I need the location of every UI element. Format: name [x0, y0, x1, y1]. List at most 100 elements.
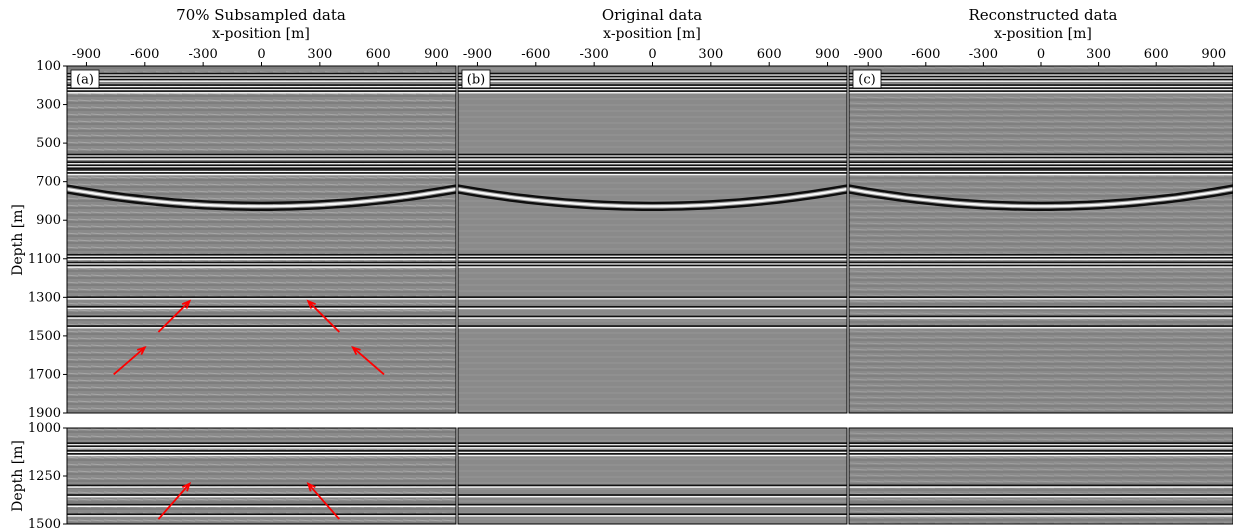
- reflector-dark: [849, 167, 1233, 169]
- reflector-bright: [458, 77, 847, 79]
- reflector-bright: [458, 80, 847, 82]
- reflector-dark: [458, 156, 847, 159]
- curved-reflector: [458, 191, 847, 211]
- reflector-bright: [849, 515, 1233, 517]
- x-tick-label: 900: [1201, 47, 1226, 62]
- reflector-dark: [458, 87, 847, 89]
- reflector-dark: [67, 503, 456, 506]
- reflector-dark: [67, 296, 456, 298]
- panel-a-bottom: 1000 1250 1500: [28, 421, 457, 529]
- x-tick-label: -600: [911, 47, 940, 62]
- reflector-bright: [67, 266, 456, 268]
- reflector-bright: [849, 317, 1233, 319]
- reflector-dark: [849, 78, 1233, 81]
- reflector-bright: [458, 505, 847, 507]
- y-tick-label: 1700: [28, 367, 61, 382]
- reflector-dark: [458, 484, 847, 487]
- reflector-dark: [458, 296, 847, 298]
- reflector-dark: [458, 513, 847, 515]
- reflector-dark: [458, 84, 847, 86]
- y-tick-label: 1900: [28, 406, 61, 421]
- panel-c-xlabel: x-position [m]: [994, 26, 1092, 42]
- reflector-bright: [849, 89, 1233, 91]
- reflector-dark: [458, 161, 847, 163]
- x-tick-label: 900: [815, 47, 840, 62]
- seismic-image: [849, 66, 1233, 413]
- reflector-dark: [67, 450, 456, 452]
- reflector-bright: [458, 515, 847, 517]
- reflector-dark: [67, 169, 456, 171]
- reflector-dark: [458, 442, 847, 444]
- reflector-dark: [849, 84, 1233, 86]
- reflector-dark: [849, 453, 1233, 455]
- reflector-bright: [458, 92, 847, 94]
- reflector-dark: [458, 153, 847, 156]
- reflector-bright: [67, 92, 456, 94]
- y-tick-label: 500: [36, 136, 61, 151]
- reflector-dark: [67, 484, 456, 487]
- reflector-dark: [67, 90, 456, 92]
- reflector-bright: [458, 486, 847, 488]
- reflector-bright: [849, 505, 1233, 507]
- reflector-bright: [458, 451, 847, 454]
- panel-b-title: Original data: [602, 6, 702, 24]
- reflector-dark: [849, 503, 1233, 506]
- curved-reflector: [67, 184, 456, 205]
- red-arrow: [157, 481, 192, 520]
- reflector-bright: [67, 451, 456, 454]
- reflector-dark: [458, 315, 847, 318]
- reflector-bright: [67, 155, 456, 157]
- reflector-dark: [67, 442, 456, 444]
- x-tick-label: 300: [307, 47, 332, 62]
- y-tick-label: 100: [36, 59, 61, 74]
- reflector-dark: [849, 513, 1233, 515]
- image-background: [458, 66, 847, 413]
- reflector-bright: [849, 74, 1233, 76]
- reflector-dark: [458, 445, 847, 447]
- reflector-bright: [67, 515, 456, 517]
- reflector-dark: [67, 161, 456, 163]
- y-tick-label: 900: [36, 213, 61, 228]
- reflector-bright: [849, 496, 1233, 498]
- y-tick-label: 700: [36, 175, 61, 190]
- reflector-bright: [849, 444, 1233, 446]
- reflector-dark: [849, 256, 1233, 259]
- reflector-bright: [458, 163, 847, 165]
- reflector-bright: [67, 505, 456, 507]
- seismic-image: [458, 428, 847, 524]
- reflector-dark: [458, 169, 847, 171]
- reflector-dark: [849, 87, 1233, 89]
- arrow-shaft: [157, 483, 191, 520]
- reflector-dark: [849, 261, 1233, 264]
- reflector-dark: [67, 172, 456, 174]
- curved-reflector: [458, 184, 847, 205]
- reflector-bright: [849, 170, 1233, 173]
- y-tick-label: 1300: [28, 290, 61, 305]
- panel-label: (a): [76, 73, 94, 88]
- reflector-bright: [67, 444, 456, 446]
- reflector-dark: [849, 90, 1233, 92]
- reflector-dark: [849, 264, 1233, 267]
- panel-c-bottom: [848, 427, 1233, 525]
- x-tick-label: 900: [424, 47, 449, 62]
- reflector-dark: [458, 264, 847, 267]
- reflector-bright: [67, 77, 456, 79]
- x-tick-label: -600: [130, 47, 159, 62]
- y-tick-label: 1100: [28, 252, 61, 267]
- reflector-dark: [849, 75, 1233, 78]
- reflector-dark: [849, 253, 1233, 256]
- panel-label-box: [852, 69, 882, 89]
- reflector-dark: [849, 305, 1233, 308]
- reflector-dark: [67, 453, 456, 455]
- red-arrow: [157, 299, 192, 333]
- seismic-image: [849, 428, 1233, 524]
- seismic-image: [67, 66, 456, 413]
- reflector-dark: [458, 325, 847, 327]
- reflector-dark: [849, 445, 1233, 447]
- curved-reflector: [849, 191, 1233, 211]
- curved-reflector: [849, 187, 1233, 208]
- reflector-dark: [67, 84, 456, 86]
- reflector-bright: [849, 77, 1233, 79]
- reflector-bright: [849, 447, 1233, 449]
